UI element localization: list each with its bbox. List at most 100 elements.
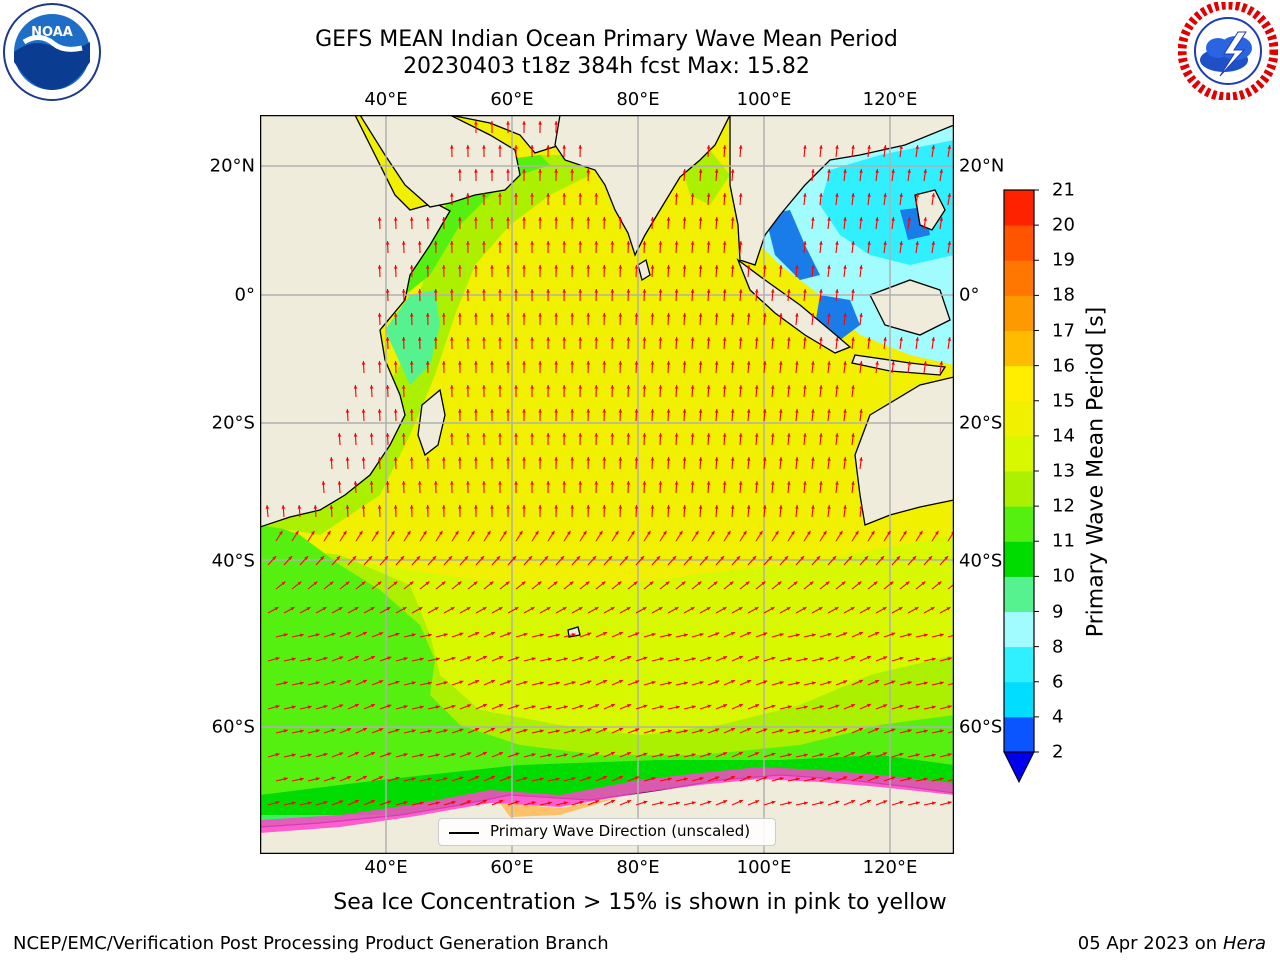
wave-direction-arrowhead — [441, 505, 446, 509]
wave-direction-arrowhead — [425, 313, 430, 317]
wave-direction-arrowhead — [618, 505, 623, 509]
wave-direction-arrowhead — [635, 728, 640, 732]
wave-direction-arrowhead — [562, 337, 566, 341]
wave-direction-arrowhead — [907, 169, 911, 173]
wave-direction-arrowhead — [586, 265, 591, 269]
wave-direction-arrowhead — [337, 481, 342, 485]
wave-direction-arrowhead — [706, 607, 711, 611]
wave-direction-arrowhead — [706, 433, 711, 437]
wave-direction-arrowhead — [827, 313, 831, 317]
wave-direction-arrowhead — [905, 581, 910, 586]
wave-direction-arrowhead — [585, 581, 590, 586]
wave-direction-arrowhead — [690, 481, 695, 485]
wave-direction-arrowhead — [523, 776, 528, 781]
wave-direction-arrowhead — [522, 313, 526, 317]
wave-direction-arrowhead — [505, 581, 510, 586]
wave-direction-arrowhead — [345, 505, 350, 509]
wave-direction-arrowhead — [555, 681, 560, 685]
wave-direction-arrowhead — [738, 607, 743, 611]
wave-direction-arrowhead — [354, 607, 359, 611]
wave-direction-arrowhead — [345, 581, 350, 586]
wave-direction-arrowhead — [339, 800, 344, 804]
wave-direction-arrowhead — [523, 680, 528, 685]
wave-direction-arrowhead — [658, 481, 663, 485]
wave-direction-arrowhead — [658, 607, 663, 611]
wave-direction-arrowhead — [371, 655, 376, 660]
wave-direction-arrowhead — [795, 361, 799, 365]
wave-direction-arrowhead — [466, 385, 470, 389]
wave-direction-arrowhead — [306, 607, 311, 611]
wave-direction-arrowhead — [417, 289, 422, 293]
wave-direction-arrowhead — [819, 337, 823, 341]
wave-direction-arrowhead — [875, 632, 880, 636]
wave-direction-arrowhead — [466, 433, 470, 437]
wave-direction-arrowhead — [722, 193, 727, 197]
wave-direction-arrowhead — [899, 337, 903, 341]
wave-direction-arrowhead — [578, 481, 583, 485]
wave-direction-arrowhead — [675, 753, 680, 758]
wave-direction-arrowhead — [419, 753, 424, 757]
wave-direction-arrowhead — [747, 727, 752, 732]
colorbar-tick-label: 16 — [1052, 355, 1075, 377]
wave-direction-arrowhead — [475, 776, 480, 780]
wave-direction-arrowhead — [802, 607, 807, 611]
wave-direction-arrowhead — [882, 607, 887, 611]
wave-direction-arrowhead — [883, 656, 888, 660]
wave-direction-arrowhead — [795, 457, 799, 461]
wave-direction-arrowhead — [592, 556, 597, 560]
wave-direction-arrowhead — [666, 217, 671, 221]
wave-direction-arrowhead — [530, 289, 534, 293]
wave-direction-arrowhead — [377, 457, 382, 461]
colorbar-tick-label: 15 — [1052, 390, 1075, 412]
wave-direction-arrowhead — [578, 337, 583, 341]
wave-direction-arrowhead — [891, 217, 895, 221]
wave-direction-arrowhead — [803, 657, 808, 662]
wave-direction-arrowhead — [586, 361, 591, 365]
wave-direction-arrowhead — [385, 241, 390, 245]
wave-direction-arrowhead — [361, 409, 366, 413]
wave-direction-arrowhead — [883, 241, 887, 245]
wave-direction-arrowhead — [763, 728, 768, 732]
wave-direction-arrowhead — [746, 265, 751, 269]
wave-direction-arrowhead — [843, 505, 847, 509]
wave-direction-arrowhead — [467, 800, 472, 804]
wave-direction-arrowhead — [403, 705, 408, 709]
wave-direction-arrowhead — [835, 289, 839, 293]
wave-direction-arrowhead — [482, 799, 487, 804]
sea-ice-band — [260, 767, 954, 833]
wave-direction-arrowhead — [569, 581, 574, 586]
wave-direction-arrowhead — [515, 656, 520, 660]
wave-direction-arrowhead — [923, 633, 928, 638]
wave-direction-arrowhead — [467, 752, 472, 756]
lon-tick-top: 80°E — [616, 89, 660, 110]
colorbar-title: Primary Wave Mean Period [s] — [1083, 306, 1109, 638]
wave-direction-arrowhead — [490, 409, 494, 413]
wave-direction-arrowhead — [931, 753, 936, 758]
wave-direction-arrowhead — [626, 607, 631, 611]
wave-direction-arrowhead — [534, 530, 539, 535]
wave-direction-arrowhead — [395, 680, 400, 685]
wave-direction-arrowhead — [353, 385, 358, 389]
wave-direction-arrowhead — [768, 556, 773, 560]
wave-direction-arrowhead — [450, 289, 454, 293]
wave-direction-arrowhead — [763, 632, 768, 636]
wave-direction-arrowhead — [304, 556, 309, 560]
wave-direction-arrowhead — [811, 457, 815, 461]
wave-direction-arrowhead — [698, 457, 703, 461]
wave-direction-arrowhead — [827, 217, 831, 221]
wave-direction-arrowhead — [714, 457, 719, 461]
wave-direction-arrowhead — [811, 633, 816, 637]
wave-direction-arrowhead — [466, 145, 470, 149]
wave-direction-arrowhead — [466, 607, 471, 611]
wave-direction-arrowhead — [859, 313, 863, 317]
wave-direction-arrowhead — [539, 681, 544, 685]
wave-direction-arrowhead — [371, 751, 376, 756]
wave-direction-arrowhead — [409, 265, 414, 269]
wave-direction-arrowhead — [401, 337, 406, 341]
colorbar-tick-label: 20 — [1052, 214, 1075, 236]
wave-direction-arrowhead — [554, 265, 558, 269]
wave-direction-arrowhead — [642, 481, 647, 485]
wave-direction-arrowhead — [642, 607, 647, 611]
wave-direction-arrowhead — [851, 433, 855, 437]
wave-direction-arrowhead — [435, 657, 440, 661]
